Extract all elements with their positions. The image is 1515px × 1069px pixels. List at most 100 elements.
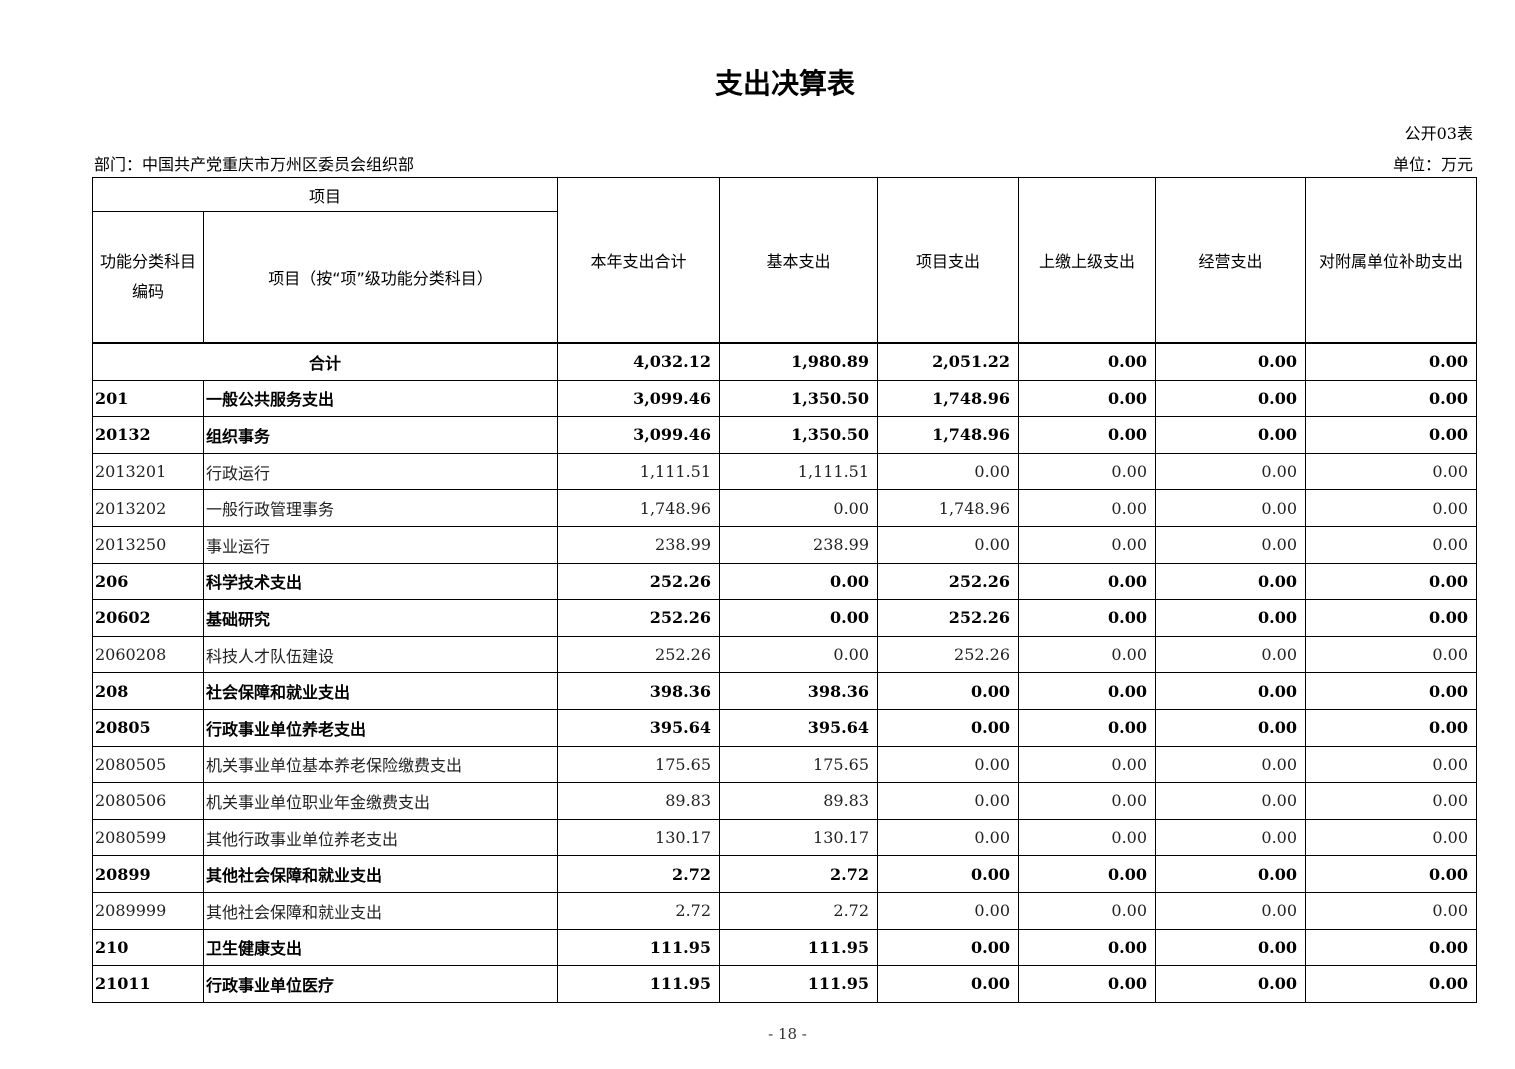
total-row: 合计 4,032.12 1,980.89 2,051.22 0.00 0.00 0.00 bbox=[91, 341, 1478, 381]
cell-basic: 111.95 bbox=[719, 965, 879, 1003]
cell-basic: 1,980.89 bbox=[719, 341, 879, 381]
cell-business: 0.00 bbox=[1155, 599, 1307, 637]
cell-upper: 0.00 bbox=[1018, 855, 1157, 893]
cell-code: 20899 bbox=[92, 855, 204, 893]
cell-name: 社会保障和就业支出 bbox=[202, 672, 559, 710]
cell-subsidy: 0.00 bbox=[1305, 855, 1478, 893]
header-basic: 基本支出 bbox=[719, 177, 879, 344]
cell-code: 20602 bbox=[92, 599, 204, 637]
cell-code: 2060208 bbox=[92, 635, 204, 674]
cell-business: 0.00 bbox=[1155, 928, 1307, 967]
table-row: 20805 行政事业单位养老支出 395.64 395.64 0.00 0.00 0.00 0… bbox=[92, 708, 1478, 747]
cell-upper: 0.00 bbox=[1018, 708, 1157, 747]
cell-basic: 1,350.50 bbox=[719, 379, 879, 418]
cell-project: 0.00 bbox=[877, 782, 1020, 820]
cell-name: 行政事业单位养老支出 bbox=[202, 708, 559, 747]
cell-upper: 0.00 bbox=[1018, 745, 1157, 784]
cell-name: 组织事务 bbox=[202, 416, 559, 454]
cell-business: 0.00 bbox=[1155, 708, 1307, 747]
cell-name: 行政事业单位医疗 bbox=[202, 965, 559, 1003]
cell-upper: 0.00 bbox=[1018, 599, 1157, 637]
cell-business: 0.00 bbox=[1155, 562, 1307, 601]
cell-basic: 0.00 bbox=[719, 489, 879, 527]
table-row: 2013250 事业运行 238.99 238.99 0.00 0.00 0.00 0.00 bbox=[92, 525, 1478, 564]
cell-code: 20805 bbox=[92, 708, 204, 747]
cell-name: 科学技术支出 bbox=[202, 562, 559, 601]
header-project: 项目支出 bbox=[877, 177, 1020, 344]
cell-total: 395.64 bbox=[557, 708, 721, 747]
cell-upper: 0.00 bbox=[1018, 341, 1157, 381]
cell-business: 0.00 bbox=[1155, 782, 1307, 820]
cell-business: 0.00 bbox=[1155, 489, 1307, 527]
cell-business: 0.00 bbox=[1155, 341, 1307, 381]
cell-subsidy: 0.00 bbox=[1305, 782, 1478, 820]
cell-subsidy: 0.00 bbox=[1305, 525, 1478, 564]
cell-upper: 0.00 bbox=[1018, 452, 1157, 491]
cell-subsidy: 0.00 bbox=[1305, 635, 1478, 674]
cell-upper: 0.00 bbox=[1018, 489, 1157, 527]
cell-name: 基础研究 bbox=[202, 599, 559, 637]
cell-business: 0.00 bbox=[1155, 379, 1307, 418]
cell-name: 事业运行 bbox=[202, 525, 559, 564]
cell-code: 21011 bbox=[92, 965, 204, 1003]
cell-code: 208 bbox=[92, 672, 204, 710]
cell-total: 1,111.51 bbox=[557, 452, 721, 491]
cell-project: 1,748.96 bbox=[877, 416, 1020, 454]
cell-basic: 111.95 bbox=[719, 928, 879, 967]
header-name: 项目（按“项”级功能分类科目） bbox=[202, 211, 559, 344]
cell-total: 111.95 bbox=[557, 928, 721, 967]
cell-business: 0.00 bbox=[1155, 416, 1307, 454]
header-total: 本年支出合计 bbox=[557, 177, 721, 344]
cell-business: 0.00 bbox=[1155, 635, 1307, 674]
cell-basic: 2.72 bbox=[719, 855, 879, 893]
cell-basic: 89.83 bbox=[719, 782, 879, 820]
cell-upper: 0.00 bbox=[1018, 416, 1157, 454]
cell-project: 0.00 bbox=[877, 708, 1020, 747]
cell-subsidy: 0.00 bbox=[1305, 708, 1478, 747]
cell-subsidy: 0.00 bbox=[1305, 489, 1478, 527]
expenditure-table: 项目 本年支出合计 基本支出 项目支出 上缴上级支出 经营支出 对附属单位补助支… bbox=[91, 177, 1478, 1003]
cell-subsidy: 0.00 bbox=[1305, 928, 1478, 967]
cell-upper: 0.00 bbox=[1018, 965, 1157, 1003]
cell-name: 科技人才队伍建设 bbox=[202, 635, 559, 674]
cell-business: 0.00 bbox=[1155, 855, 1307, 893]
cell-code: 2080599 bbox=[92, 818, 204, 857]
cell-project: 2,051.22 bbox=[877, 341, 1020, 381]
table-row: 208 社会保障和就业支出 398.36 398.36 0.00 0.00 0.00 0.00 bbox=[92, 672, 1478, 710]
cell-name: 其他行政事业单位养老支出 bbox=[202, 818, 559, 857]
cell-subsidy: 0.00 bbox=[1305, 562, 1478, 601]
table-row: 20602 基础研究 252.26 0.00 252.26 0.00 0.00 0.00 bbox=[92, 599, 1478, 637]
cell-basic: 395.64 bbox=[719, 708, 879, 747]
cell-name: 卫生健康支出 bbox=[202, 928, 559, 967]
page-title: 支出决算表 bbox=[714, 67, 855, 100]
cell-subsidy: 0.00 bbox=[1305, 379, 1478, 418]
cell-subsidy: 0.00 bbox=[1305, 965, 1478, 1003]
cell-project: 0.00 bbox=[877, 891, 1020, 930]
header-business: 经营支出 bbox=[1155, 177, 1307, 344]
cell-code: 2013202 bbox=[92, 489, 204, 527]
cell-upper: 0.00 bbox=[1018, 562, 1157, 601]
header-subsidy: 对附属单位补助支出 bbox=[1305, 177, 1478, 344]
table-row: 2013201 行政运行 1,111.51 1,111.51 0.00 0.00 0.00 0… bbox=[92, 452, 1478, 491]
cell-basic: 0.00 bbox=[719, 635, 879, 674]
header-item-group: 项目 bbox=[91, 177, 559, 212]
cell-name: 其他社会保障和就业支出 bbox=[202, 891, 559, 930]
cell-basic: 0.00 bbox=[719, 599, 879, 637]
cell-upper: 0.00 bbox=[1018, 818, 1157, 857]
cell-code: 20132 bbox=[92, 416, 204, 454]
cell-upper: 0.00 bbox=[1018, 782, 1157, 820]
table-row: 2080506 机关事业单位职业年金缴费支出 89.83 89.83 0.00 0.00 0… bbox=[92, 782, 1478, 820]
cell-total: 398.36 bbox=[557, 672, 721, 710]
cell-project: 0.00 bbox=[877, 855, 1020, 893]
cell-name: 合计 bbox=[91, 341, 559, 381]
cell-business: 0.00 bbox=[1155, 891, 1307, 930]
cell-total: 3,099.46 bbox=[557, 416, 721, 454]
cell-code: 2080506 bbox=[92, 782, 204, 820]
cell-upper: 0.00 bbox=[1018, 525, 1157, 564]
table-row: 20899 其他社会保障和就业支出 2.72 2.72 0.00 0.00 0.00 0.00 bbox=[92, 855, 1478, 893]
cell-upper: 0.00 bbox=[1018, 379, 1157, 418]
unit-label: 单位：万元 bbox=[1392, 155, 1473, 174]
cell-subsidy: 0.00 bbox=[1305, 672, 1478, 710]
cell-total: 2.72 bbox=[557, 855, 721, 893]
